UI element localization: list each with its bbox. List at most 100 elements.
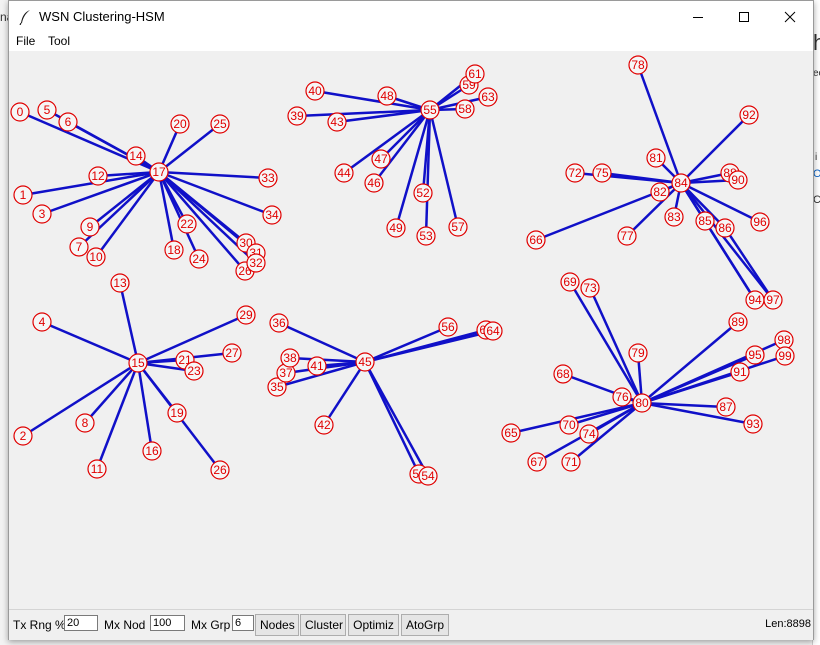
sensor-node[interactable]: 61 [465,64,485,84]
sensor-node[interactable]: 5 [37,100,57,120]
sensor-node[interactable]: 63 [478,87,498,107]
sensor-node[interactable]: 54 [418,466,438,486]
sensor-node[interactable]: 76 [612,387,632,407]
sensor-node[interactable]: 89 [728,312,748,332]
sensor-node[interactable]: 39 [287,106,307,126]
sensor-node[interactable]: 24 [189,249,209,269]
sensor-node[interactable]: 47 [371,149,391,169]
sensor-node[interactable]: 4 [32,312,52,332]
sensor-node[interactable]: 73 [580,278,600,298]
sensor-node[interactable]: 34 [262,205,282,225]
sensor-node[interactable]: 90 [728,170,748,190]
sensor-node[interactable]: 52 [413,183,433,203]
sensor-node[interactable]: 49 [386,218,406,238]
sensor-node[interactable]: 37 [276,363,296,383]
sensor-node[interactable]: 81 [646,148,666,168]
sensor-node[interactable]: 18 [164,240,184,260]
tx-range-input[interactable] [64,615,98,631]
cluster-head-node[interactable]: 80 [632,393,652,413]
sensor-node[interactable]: 0 [10,102,30,122]
sensor-node[interactable]: 91 [730,362,750,382]
sensor-node[interactable]: 13 [110,273,130,293]
cluster-head-node[interactable]: 55 [420,100,440,120]
sensor-node[interactable]: 72 [565,163,585,183]
cluster-head-node[interactable]: 45 [355,352,375,372]
sensor-node[interactable]: 95 [745,345,765,365]
sensor-node[interactable]: 93 [743,414,763,434]
sensor-node[interactable]: 29 [236,305,256,325]
cluster-head-node[interactable]: 84 [671,173,691,193]
sensor-node[interactable]: 42 [314,415,334,435]
maximize-button[interactable] [721,1,767,32]
sensor-node[interactable]: 53 [416,226,436,246]
sensor-node[interactable]: 96 [750,212,770,232]
sensor-node[interactable]: 35 [267,377,287,397]
sensor-node[interactable]: 41 [307,356,327,376]
sensor-node[interactable]: 99 [775,346,795,366]
sensor-node[interactable]: 3 [32,204,52,224]
sensor-node[interactable]: 27 [222,343,242,363]
title-bar[interactable]: WSN Clustering-HSM [9,1,813,32]
cluster-head-node[interactable]: 15 [128,353,148,373]
minimize-button[interactable] [675,1,721,32]
network-canvas[interactable]: 0 1 2 3 4 5 6 7 8 9 10 11 12 13 14 15 16 17 18 19 20 21 22 23 24… [9,51,813,609]
cluster-button[interactable]: Cluster [300,614,346,636]
sensor-node[interactable]: 43 [327,112,347,132]
sensor-node[interactable]: 68 [553,364,573,384]
menu-tool[interactable]: Tool [48,34,71,48]
sensor-node[interactable]: 25 [210,114,230,134]
sensor-node[interactable]: 69 [560,272,580,292]
sensor-node[interactable]: 97 [763,290,783,310]
autogroup-button[interactable]: AtoGrp [401,614,449,636]
sensor-node[interactable]: 71 [561,452,581,472]
sensor-node[interactable]: 77 [617,226,637,246]
sensor-node[interactable]: 6 [58,112,78,132]
sensor-node[interactable]: 83 [664,207,684,227]
sensor-node[interactable]: 20 [170,114,190,134]
sensor-node[interactable]: 70 [559,415,579,435]
sensor-node[interactable]: 9 [80,217,100,237]
sensor-node[interactable]: 85 [695,211,715,231]
optimize-button[interactable]: Optimiz [348,614,399,636]
sensor-node[interactable]: 86 [715,218,735,238]
max-groups-input[interactable] [232,615,254,631]
sensor-node[interactable]: 22 [177,214,197,234]
sensor-node[interactable]: 78 [628,55,648,75]
sensor-node[interactable]: 92 [739,105,759,125]
sensor-node[interactable]: 32 [246,253,266,273]
sensor-node[interactable]: 16 [142,441,162,461]
sensor-node[interactable]: 57 [448,217,468,237]
sensor-node[interactable]: 94 [745,290,765,310]
sensor-node[interactable]: 11 [87,459,107,479]
sensor-node[interactable]: 64 [483,321,503,341]
nodes-button[interactable]: Nodes [255,614,299,636]
sensor-node[interactable]: 46 [364,173,384,193]
sensor-node[interactable]: 82 [650,182,670,202]
sensor-node[interactable]: 38 [280,348,300,368]
sensor-node[interactable]: 58 [455,99,475,119]
sensor-node[interactable]: 56 [438,317,458,337]
sensor-node[interactable]: 10 [86,247,106,267]
sensor-node[interactable]: 40 [305,81,325,101]
sensor-node[interactable]: 74 [579,424,599,444]
sensor-node[interactable]: 19 [167,403,187,423]
max-nodes-input[interactable] [150,615,185,631]
sensor-node[interactable]: 66 [526,230,546,250]
sensor-node[interactable]: 36 [269,313,289,333]
sensor-node[interactable]: 65 [501,423,521,443]
sensor-node[interactable]: 75 [592,163,612,183]
sensor-node[interactable]: 7 [69,237,89,257]
sensor-node[interactable]: 1 [13,185,33,205]
sensor-node[interactable]: 44 [334,163,354,183]
sensor-node[interactable]: 14 [126,146,146,166]
sensor-node[interactable]: 87 [716,397,736,417]
sensor-node[interactable]: 67 [527,452,547,472]
cluster-head-node[interactable]: 17 [149,162,169,182]
sensor-node[interactable]: 12 [88,166,108,186]
sensor-node[interactable]: 26 [210,460,230,480]
sensor-node[interactable]: 2 [13,426,33,446]
sensor-node[interactable]: 8 [75,413,95,433]
sensor-node[interactable]: 33 [258,168,278,188]
menu-file[interactable]: File [16,34,36,48]
sensor-node[interactable]: 23 [184,361,204,381]
